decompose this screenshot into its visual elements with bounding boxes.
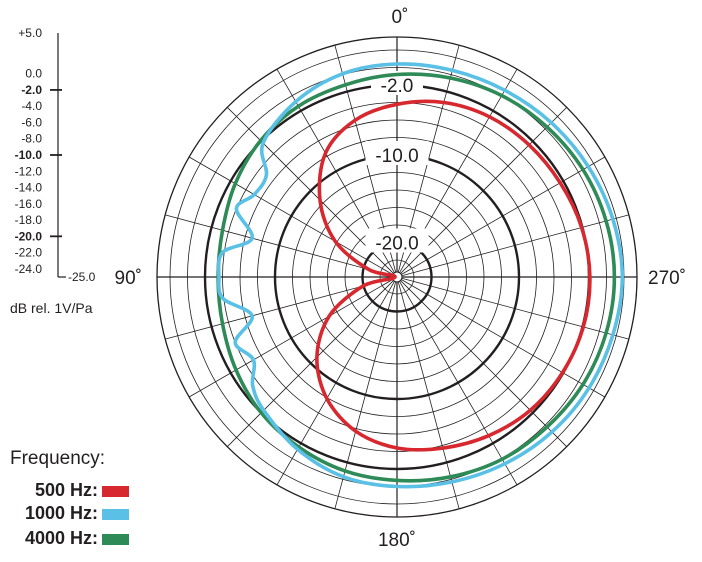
ring-label: -2.0: [381, 76, 414, 97]
spoke-line: [400, 278, 606, 398]
series-line-4000hz: [216, 72, 617, 483]
spoke-line: [400, 156, 606, 276]
db-scale-label: -20.0: [15, 229, 43, 243]
legend-swatch: [102, 486, 129, 497]
spoke-line: [165, 277, 394, 340]
legend-label: 500 Hz:: [35, 480, 98, 500]
angle-labels: 0˚ 90˚ 180˚ 270˚: [115, 7, 687, 551]
legend-swatch: [102, 509, 129, 520]
ring-label-bg: [365, 141, 429, 165]
polar-series: [216, 62, 625, 489]
db-scale-label: -14.0: [15, 181, 43, 195]
legend-swatch: [102, 534, 129, 545]
spoke-line: [398, 280, 518, 486]
ring-label: -10.0: [375, 146, 418, 167]
db-scale-label: -18.0: [15, 213, 43, 227]
angle-label-0: 0˚: [392, 7, 409, 28]
legend: Frequency: 500 Hz: 1000 Hz: 4000 Hz:: [10, 448, 129, 548]
legend-label: 4000 Hz:: [25, 528, 98, 548]
db-scale-label: -25.0: [68, 270, 96, 284]
series-line-500hz: [315, 99, 592, 452]
spoke-line: [227, 279, 395, 447]
spoke-line: [188, 156, 394, 276]
spoke-line: [400, 277, 629, 340]
spoke-line: [399, 279, 567, 447]
db-scale-label: -2.0: [21, 83, 42, 97]
db-scale-label: -10.0: [15, 148, 43, 162]
spoke-line: [397, 280, 460, 509]
angle-label-180: 180˚: [378, 530, 416, 551]
series-line-1000hz: [216, 62, 625, 489]
ring-label: -20.0: [375, 234, 418, 255]
db-scale-label: -8.0: [21, 132, 42, 146]
legend-title: Frequency:: [10, 448, 105, 469]
db-scale-label: 0.0: [25, 67, 42, 81]
db-scale-label: -16.0: [15, 197, 43, 211]
angle-label-90: 90˚: [115, 268, 142, 289]
db-scale-label: -12.0: [15, 164, 43, 178]
db-scale-label: -22.0: [15, 246, 43, 260]
db-scale-label: -24.0: [15, 262, 43, 276]
db-scale-label: +5.0: [18, 26, 42, 40]
db-scale-label: -6.0: [21, 115, 42, 129]
polar-grid: [156, 36, 638, 518]
db-scale-label: -4.0: [21, 99, 42, 113]
spoke-line: [165, 214, 394, 277]
unit-label: dB rel. 1V/Pa: [10, 300, 93, 316]
angle-label-270: 270˚: [648, 268, 686, 289]
spoke-line: [400, 214, 629, 277]
db-scale: +5.0 0.0 -2.0 -4.0 -6.0 -8.0 -10.0 -12.0 -14.0 -1…: [15, 26, 96, 284]
ring-label-bg: [365, 228, 429, 253]
legend-label: 1000 Hz:: [25, 503, 98, 523]
spoke-line: [188, 278, 394, 398]
